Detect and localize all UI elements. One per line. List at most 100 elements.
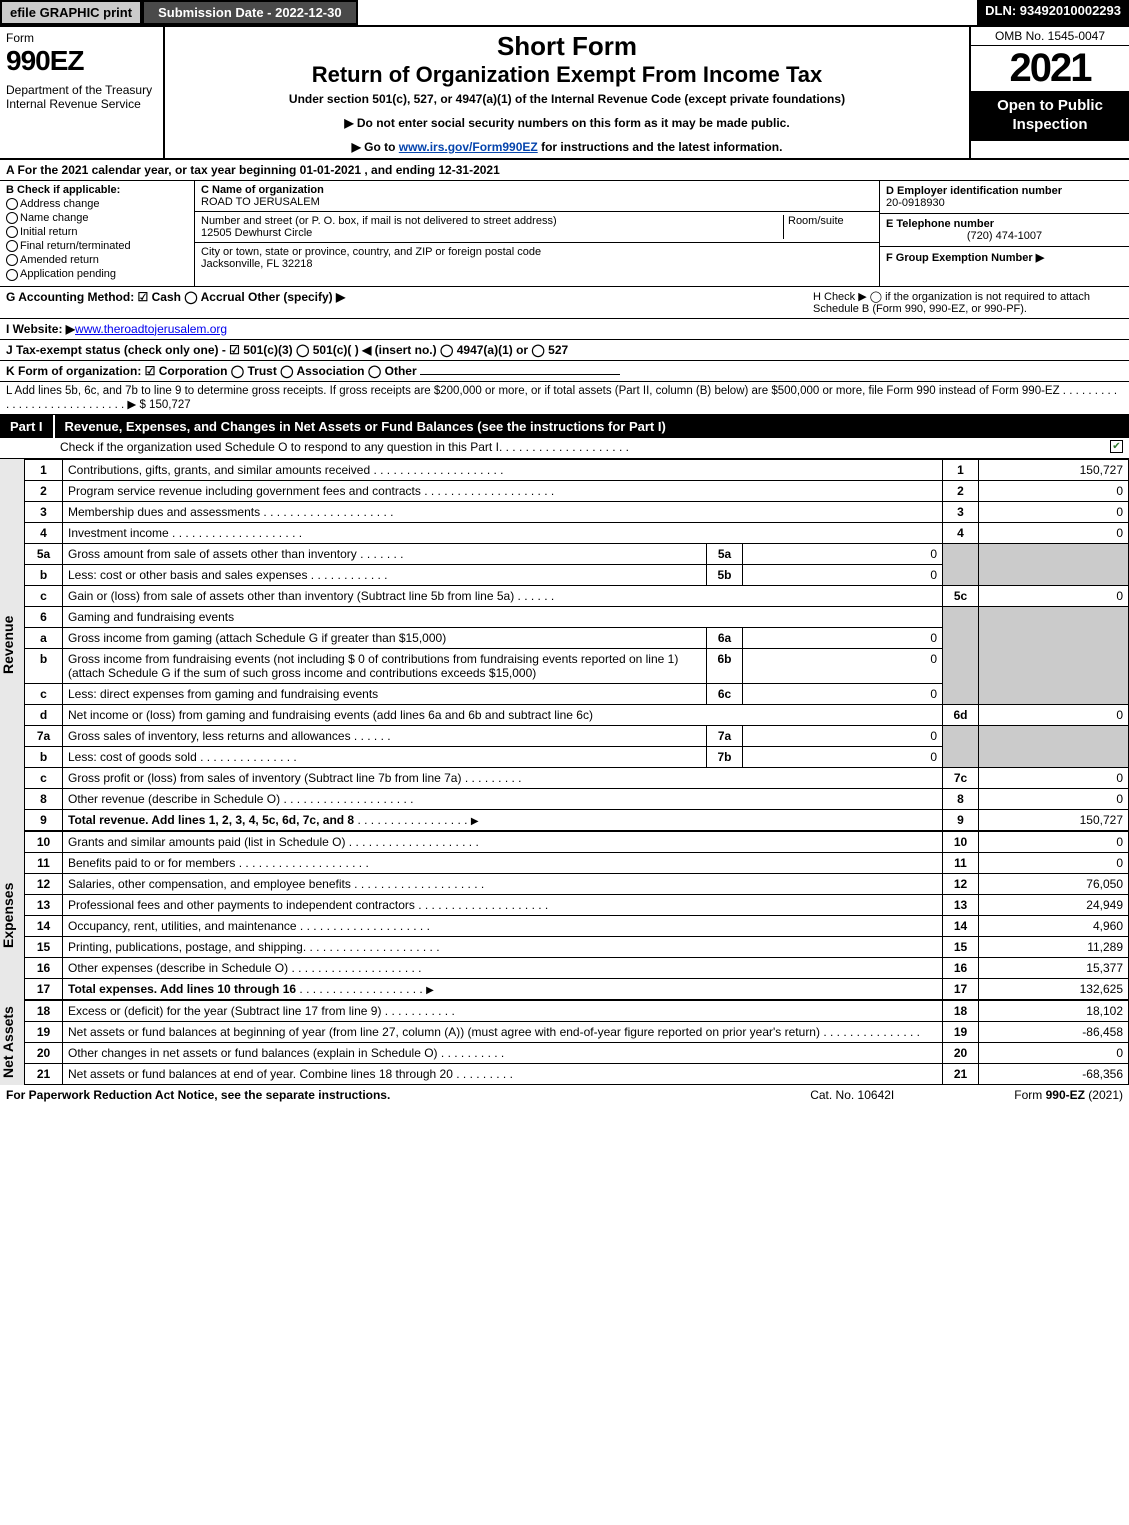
line-19-out-val: -86,458 bbox=[979, 1021, 1129, 1042]
line-6-num: 6 bbox=[25, 606, 63, 627]
line-5c-out-val: 0 bbox=[979, 585, 1129, 606]
line-6a-sub-lbl: 6a bbox=[707, 627, 743, 648]
line-20-out-val: 0 bbox=[979, 1042, 1129, 1063]
line-9-out-val: 150,727 bbox=[979, 809, 1129, 830]
line-6a-num: a bbox=[25, 627, 63, 648]
line-19-num: 19 bbox=[25, 1021, 63, 1042]
name-change-checkbox[interactable] bbox=[6, 212, 18, 224]
form-footer-pre: Form bbox=[1014, 1088, 1045, 1102]
schedule-b-check: H Check ▶ ◯ if the organization is not r… bbox=[813, 290, 1123, 315]
submission-date-button[interactable]: Submission Date - 2022-12-30 bbox=[142, 0, 358, 25]
address-value: 12505 Dewhurst Circle bbox=[201, 227, 783, 239]
form-footer-post: (2021) bbox=[1085, 1088, 1123, 1102]
website-row: I Website: ▶www.theroadtojerusalem.org bbox=[0, 319, 1129, 340]
line-8-out-val: 0 bbox=[979, 788, 1129, 809]
tax-exempt-status-text: J Tax-exempt status (check only one) - ☑… bbox=[6, 343, 568, 357]
line-5a-desc: Gross amount from sale of assets other t… bbox=[68, 547, 357, 561]
amended-return-checkbox[interactable] bbox=[6, 254, 18, 266]
line-6-desc: Gaming and fundraising events bbox=[63, 606, 943, 627]
line-5a: 5a Gross amount from sale of assets othe… bbox=[25, 543, 1129, 564]
line-6c-sub-val: 0 bbox=[743, 683, 943, 704]
line-2-desc: Program service revenue including govern… bbox=[68, 484, 421, 498]
line-6d-desc: Net income or (loss) from gaming and fun… bbox=[63, 704, 943, 725]
line-5-shaded-val bbox=[979, 543, 1129, 585]
expenses-section: Expenses 10 Grants and similar amounts p… bbox=[0, 831, 1129, 1000]
line-4: 4 Investment income 4 0 bbox=[25, 522, 1129, 543]
line-6a-desc: Gross income from gaming (attach Schedul… bbox=[63, 627, 707, 648]
line-8-out-lbl: 8 bbox=[943, 788, 979, 809]
line-5-shaded-lbl bbox=[943, 543, 979, 585]
omb-number: OMB No. 1545-0047 bbox=[971, 27, 1129, 46]
line-8-num: 8 bbox=[25, 788, 63, 809]
gross-receipts-text: L Add lines 5b, 6c, and 7b to line 9 to … bbox=[6, 385, 1117, 411]
line-9-desc: Total revenue. Add lines 1, 2, 3, 4, 5c,… bbox=[68, 813, 354, 827]
line-7b-num: b bbox=[25, 746, 63, 767]
line-15-num: 15 bbox=[25, 936, 63, 957]
line-11-out-val: 0 bbox=[979, 852, 1129, 873]
line-12-num: 12 bbox=[25, 873, 63, 894]
line-21-num: 21 bbox=[25, 1063, 63, 1084]
line-6b-num: b bbox=[25, 648, 63, 683]
line-4-dots bbox=[169, 526, 302, 540]
city-label: City or town, state or province, country… bbox=[201, 246, 873, 258]
line-15-out-val: 11,289 bbox=[979, 936, 1129, 957]
line-6c-num: c bbox=[25, 683, 63, 704]
page-footer: For Paperwork Reduction Act Notice, see … bbox=[0, 1085, 1129, 1105]
line-6d-out-lbl: 6d bbox=[943, 704, 979, 725]
goto-pre: ▶ Go to bbox=[352, 140, 399, 154]
line-3-desc: Membership dues and assessments bbox=[68, 505, 260, 519]
address-change-checkbox[interactable] bbox=[6, 198, 18, 210]
initial-return-checkbox[interactable] bbox=[6, 226, 18, 238]
opt-name-change: Name change bbox=[20, 212, 89, 224]
line-7c-num: c bbox=[25, 767, 63, 788]
final-return-checkbox[interactable] bbox=[6, 240, 18, 252]
line-13-out-val: 24,949 bbox=[979, 894, 1129, 915]
line-16-dots bbox=[288, 961, 421, 975]
website-label: I Website: ▶ bbox=[6, 322, 75, 336]
opt-application-pending: Application pending bbox=[20, 268, 116, 280]
line-5c-out-lbl: 5c bbox=[943, 585, 979, 606]
line-10-desc: Grants and similar amounts paid (list in… bbox=[68, 835, 345, 849]
line-17-desc: Total expenses. Add lines 10 through 16 bbox=[68, 982, 296, 996]
line-8: 8 Other revenue (describe in Schedule O)… bbox=[25, 788, 1129, 809]
department-label: Department of the Treasury Internal Reve… bbox=[6, 83, 157, 111]
part-1-title: Revenue, Expenses, and Changes in Net As… bbox=[55, 415, 1129, 438]
line-7a-sub-val: 0 bbox=[743, 725, 943, 746]
city-value: Jacksonville, FL 32218 bbox=[201, 258, 873, 270]
check-applicable-column: B Check if applicable: Address change Na… bbox=[0, 181, 195, 286]
line-20-desc: Other changes in net assets or fund bala… bbox=[68, 1046, 438, 1060]
line-7a-sub-lbl: 7a bbox=[707, 725, 743, 746]
line-7a-num: 7a bbox=[25, 725, 63, 746]
line-7c-desc: Gross profit or (loss) from sales of inv… bbox=[68, 771, 461, 785]
form-number: 990EZ bbox=[6, 45, 157, 77]
irs-link[interactable]: www.irs.gov/Form990EZ bbox=[399, 140, 538, 154]
phone-value: (720) 474-1007 bbox=[886, 230, 1123, 242]
line-6d-out-val: 0 bbox=[979, 704, 1129, 725]
line-10-out-lbl: 10 bbox=[943, 831, 979, 852]
form-subtitle: Under section 501(c), 527, or 4947(a)(1)… bbox=[173, 92, 961, 106]
line-16-out-lbl: 16 bbox=[943, 957, 979, 978]
line-7-shaded-lbl bbox=[943, 725, 979, 767]
part-1-label: Part I bbox=[0, 415, 55, 438]
line-16: 16 Other expenses (describe in Schedule … bbox=[25, 957, 1129, 978]
line-10-out-val: 0 bbox=[979, 831, 1129, 852]
line-21: 21 Net assets or fund balances at end of… bbox=[25, 1063, 1129, 1084]
line-3-dots bbox=[260, 505, 393, 519]
website-link[interactable]: www.theroadtojerusalem.org bbox=[75, 322, 227, 336]
schedule-o-checkbox[interactable] bbox=[1110, 440, 1123, 453]
part-1-title-text: Revenue, Expenses, and Changes in Net As… bbox=[65, 419, 666, 434]
net-assets-tab: Net Assets bbox=[0, 1000, 24, 1085]
line-6b-sub-lbl: 6b bbox=[707, 648, 743, 683]
line-14-num: 14 bbox=[25, 915, 63, 936]
line-3-out-lbl: 3 bbox=[943, 501, 979, 522]
efile-print-button[interactable]: efile GRAPHIC print bbox=[0, 0, 142, 25]
other-org-input[interactable] bbox=[420, 374, 620, 375]
line-7c-out-lbl: 7c bbox=[943, 767, 979, 788]
section-bcdef: B Check if applicable: Address change Na… bbox=[0, 181, 1129, 287]
line-1-dots bbox=[370, 463, 503, 477]
schedule-o-dots bbox=[499, 440, 629, 454]
line-16-desc: Other expenses (describe in Schedule O) bbox=[68, 961, 288, 975]
application-pending-checkbox[interactable] bbox=[6, 269, 18, 281]
line-6c-sub-lbl: 6c bbox=[707, 683, 743, 704]
line-6b-sub-val: 0 bbox=[743, 648, 943, 683]
